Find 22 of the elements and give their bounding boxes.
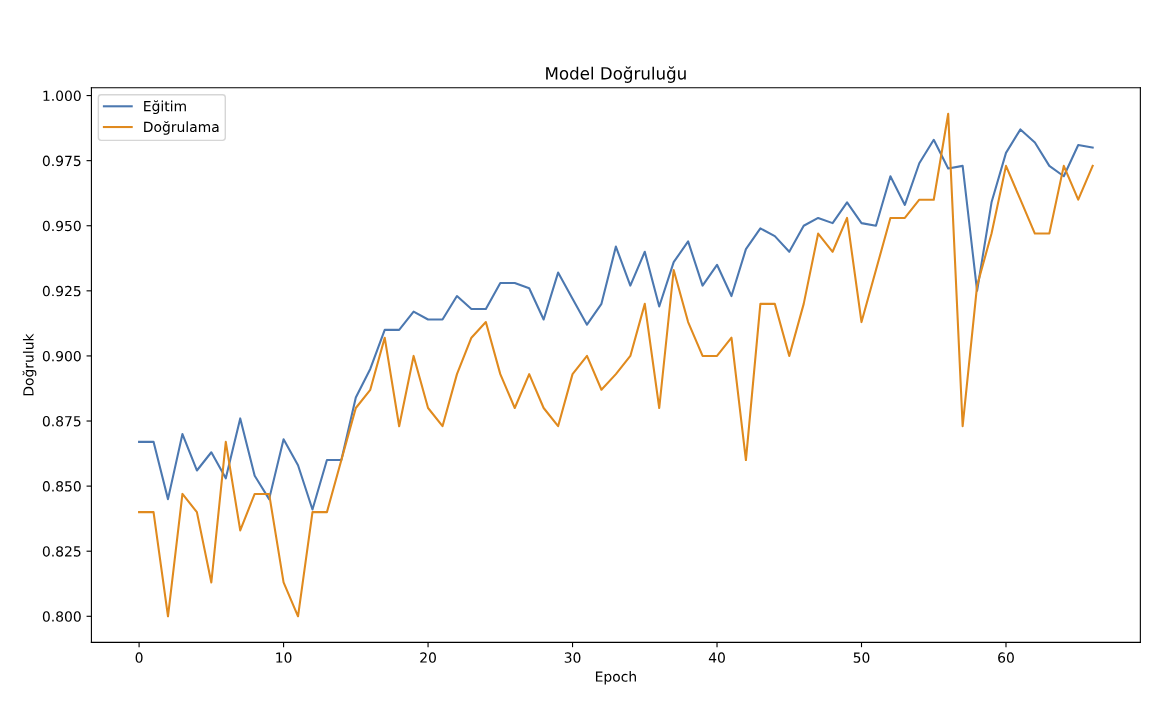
- y-axis-title: Doğruluk: [22, 333, 37, 396]
- y-tick-label: 0.825: [42, 546, 81, 557]
- y-tick-label: 0.950: [42, 220, 81, 232]
- y-tick-label: 0.800: [42, 611, 81, 622]
- x-tick-label: 10: [276, 652, 292, 663]
- legend-label: Eğitim: [144, 100, 186, 115]
- legend-label: Doğrulama: [144, 120, 219, 135]
- x-tick-label: 50: [853, 652, 870, 663]
- x-axis-title: Epoch: [595, 671, 636, 685]
- chart-title: Model Doğruluğu: [546, 66, 686, 83]
- x-tick-label: 40: [708, 652, 725, 663]
- x-tick-label: 30: [564, 652, 581, 663]
- line-series: [138, 112, 1094, 618]
- x-tick-label: 0: [135, 652, 143, 663]
- y-tick-label: 0.875: [42, 415, 81, 427]
- y-tick-label: 0.850: [42, 481, 81, 492]
- y-tick-label: 0.925: [42, 285, 81, 297]
- y-tick-label: 0.975: [42, 155, 81, 167]
- y-tick-label: 0.900: [42, 350, 81, 362]
- x-tick-label: 20: [420, 652, 436, 663]
- x-tick-label: 60: [998, 652, 1014, 663]
- y-tick-label: 1.000: [43, 90, 81, 102]
